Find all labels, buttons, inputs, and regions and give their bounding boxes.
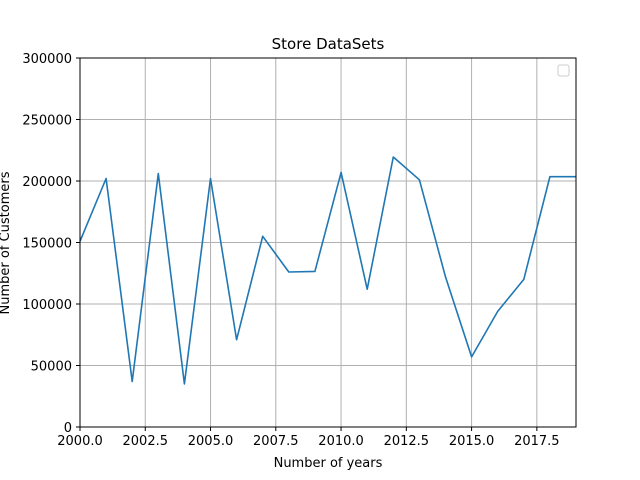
chart-title: Store DataSets	[272, 35, 385, 53]
x-tick-label: 2005.0	[188, 434, 234, 449]
series-layer	[79, 156, 576, 385]
series-line	[79, 156, 576, 385]
y-tick-label: 250000	[22, 114, 72, 129]
y-tick-label: 50000	[31, 360, 72, 375]
x-tick-label: 2017.5	[514, 434, 560, 449]
x-tick-label: 2000.0	[57, 434, 103, 449]
x-tick-label: 2012.5	[384, 434, 430, 449]
y-axis: 0 50000 100000 150000 200000 250000 300000	[22, 52, 80, 436]
x-tick-label: 2007.5	[253, 434, 299, 449]
x-axis-title: Number of years	[274, 456, 383, 471]
y-tick-label: 200000	[22, 175, 72, 190]
y-axis-title: Number of Customers	[0, 171, 13, 314]
x-tick-label: 2002.5	[123, 434, 169, 449]
x-tick-label: 2010.0	[318, 434, 364, 449]
y-tick-label: 0	[64, 421, 72, 436]
x-tick-label: 2015.0	[449, 434, 495, 449]
legend-box	[557, 64, 570, 77]
y-tick-label: 100000	[22, 298, 72, 313]
x-axis: 2000.0 2002.5 2005.0 2007.5 2010.0 2012.5 2015…	[57, 427, 560, 449]
grid-lines	[79, 57, 576, 428]
y-tick-label: 300000	[22, 52, 72, 67]
y-tick-label: 150000	[22, 237, 72, 252]
